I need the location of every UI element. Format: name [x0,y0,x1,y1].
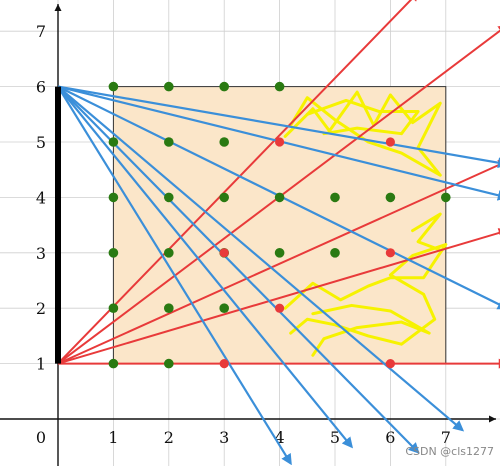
x-tick-label: 6 [385,428,395,447]
green-point [274,192,285,203]
green-point [108,192,119,203]
y-tick-label: 3 [36,244,46,263]
green-point [219,137,229,147]
y-axis-arrow-icon [54,4,62,11]
red-point [219,359,229,369]
x-tick-label: 4 [275,428,285,447]
red-ray [57,0,420,365]
green-point [330,192,340,203]
x-tick-label: 3 [219,428,229,447]
green-point [274,81,285,92]
x-tick-label: 5 [330,428,340,447]
green-point [108,303,119,314]
blue-ray [57,85,420,454]
origin-label: 0 [36,428,46,447]
red-point [275,303,285,313]
green-point [164,81,174,92]
y-tick-label: 5 [36,133,46,152]
green-point [108,358,119,369]
green-point [108,248,119,258]
green-point [219,303,229,314]
green-point [164,303,174,314]
y-tick-label: 1 [36,355,46,374]
red-point [219,248,229,258]
green-point [164,248,174,258]
y-tick-label: 4 [36,188,46,207]
green-point [219,81,229,92]
red-point [275,137,285,147]
y-tick-label: 6 [36,78,46,97]
blue-ray [57,85,465,432]
green-point [274,248,285,258]
green-point [219,192,229,203]
green-point [164,358,174,369]
green-point [385,192,396,203]
red-point [385,137,395,147]
x-tick-label: 2 [164,428,174,447]
red-point [385,248,395,258]
blue-ray [57,86,292,466]
green-point [441,192,451,203]
green-point [164,192,174,203]
y-tick-label: 7 [36,22,46,41]
green-point [330,248,340,258]
green-point [108,81,119,92]
blue-ray [57,85,354,449]
green-point [108,137,119,147]
y-tick-label: 2 [36,299,46,318]
yellow-scribble [283,90,442,177]
x-axis-arrow-icon [489,415,496,423]
x-tick-label: 1 [108,428,118,447]
yellow-scribble [311,303,431,357]
blue-ray [57,85,500,169]
red-ray [57,160,500,365]
watermark-text: CSDN @cls1277 [405,445,494,458]
red-ray [57,228,500,365]
yellow-scribble [411,212,442,252]
x-tick-label: 7 [441,428,451,447]
yellow-scribble [305,98,420,136]
red-point [385,359,395,369]
green-point [164,137,174,147]
